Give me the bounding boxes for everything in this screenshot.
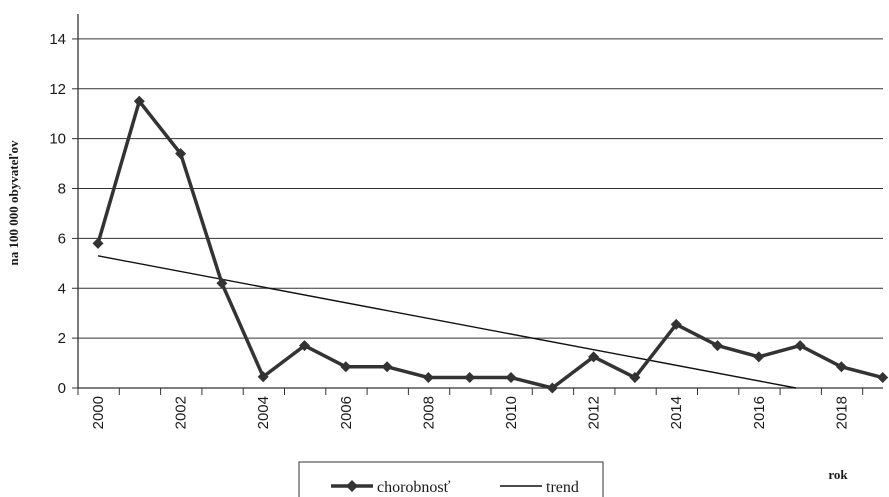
- data-point-2005: [299, 340, 310, 352]
- tick-labels: 0 2 4 6 8 10 12 14 2000 2002 2004 2006 2008 2010 2012 2…: [49, 31, 850, 429]
- data-point-2017: [794, 340, 806, 352]
- y-tick-label-8: 8: [58, 181, 66, 198]
- legend-label-trend: trend: [546, 479, 579, 496]
- x-tick-label-2010: 2010: [503, 396, 520, 429]
- y-tick-label-0: 0: [58, 380, 66, 397]
- trend-line: [97, 255, 797, 389]
- x-tick-label-2016: 2016: [751, 396, 768, 429]
- x-axis-title: rok: [828, 467, 848, 482]
- data-point-2007: [381, 361, 393, 373]
- x-tick-label-2012: 2012: [586, 396, 603, 429]
- y-tick-label-4: 4: [58, 280, 66, 297]
- data-point-2018: [835, 361, 847, 373]
- data-point-2014: [670, 318, 682, 330]
- data-point-2003: [216, 277, 228, 289]
- data-point-2004: [257, 371, 269, 383]
- x-tick-label-2018: 2018: [833, 396, 850, 429]
- y-tick-label-12: 12: [49, 81, 66, 98]
- y-tick-label-14: 14: [49, 31, 66, 48]
- series: [92, 95, 889, 394]
- x-tick-label-2006: 2006: [338, 396, 355, 429]
- legend: chorobnosť trend: [298, 461, 604, 497]
- y-axis-title: na 100 000 obyvateľov: [6, 140, 21, 265]
- data-point-2016: [753, 351, 765, 363]
- y-tick-label-6: 6: [58, 230, 66, 247]
- data-point-2011: [546, 382, 558, 394]
- data-point-2000: [92, 237, 104, 249]
- x-tick-label-2008: 2008: [420, 396, 437, 429]
- series-line-chorobnost: [96, 99, 884, 390]
- x-tick-label-2002: 2002: [173, 396, 190, 429]
- x-tick-label-2000: 2000: [90, 396, 107, 429]
- data-point-2013: [629, 372, 641, 384]
- grid: [78, 38, 883, 339]
- legend-box: [298, 461, 604, 497]
- data-point-2010: [505, 372, 517, 384]
- data-point-2006: [340, 361, 352, 373]
- x-tick-label-2014: 2014: [668, 396, 685, 429]
- legend-label-chorobnost: chorobnosť: [377, 479, 451, 496]
- data-point-2008: [422, 372, 434, 384]
- x-tick-label-2004: 2004: [255, 396, 272, 429]
- data-point-2009: [464, 372, 476, 384]
- y-tick-label-10: 10: [49, 131, 66, 148]
- legend-marker-chorobnost: [346, 480, 358, 492]
- data-point-2001: [133, 95, 145, 107]
- axes: [72, 14, 883, 395]
- data-point-2019: [877, 372, 889, 384]
- data-point-2015: [712, 340, 723, 352]
- data-point-2002: [175, 148, 187, 160]
- y-tick-label-2: 2: [58, 330, 66, 347]
- data-point-2012: [588, 351, 600, 363]
